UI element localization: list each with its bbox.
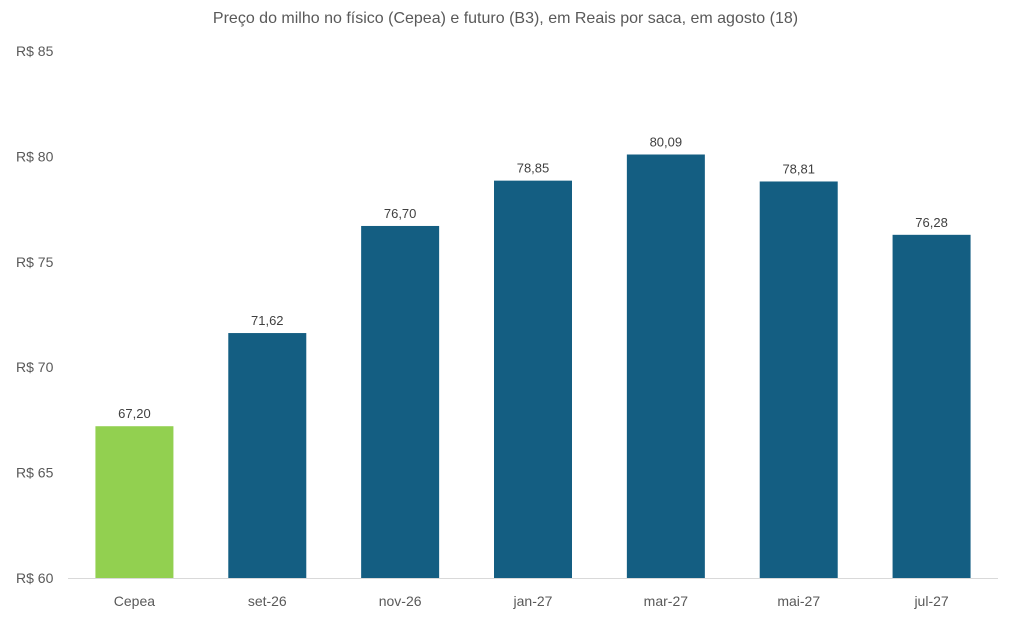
- y-tick-label: R$ 60: [16, 570, 54, 586]
- x-tick-label: set-26: [248, 593, 287, 609]
- x-tick-label: jan-27: [513, 593, 553, 609]
- data-label: 76,28: [915, 215, 948, 230]
- x-tick-label: mai-27: [777, 593, 820, 609]
- y-tick-label: R$ 65: [16, 465, 54, 481]
- bar: [626, 154, 705, 578]
- x-tick-label: jul-27: [913, 593, 948, 609]
- data-label: 78,81: [782, 161, 815, 176]
- data-label: 76,70: [384, 206, 417, 221]
- bar: [228, 333, 307, 578]
- chart-title: Preço do milho no físico (Cepea) e futur…: [212, 10, 799, 27]
- x-tick-label: mar-27: [644, 593, 689, 609]
- data-label: 78,85: [517, 161, 550, 176]
- y-tick-label: R$ 75: [16, 254, 54, 270]
- bar: [759, 181, 838, 578]
- y-tick-label: R$ 70: [16, 359, 54, 375]
- bar: [361, 225, 440, 579]
- data-label: 71,62: [251, 313, 284, 328]
- y-tick-label: R$ 85: [16, 43, 54, 59]
- data-label: 80,09: [650, 135, 683, 150]
- bar: [892, 234, 971, 578]
- x-tick-label: Cepea: [114, 593, 155, 609]
- x-tick-label: nov-26: [379, 593, 422, 609]
- y-tick-label: R$ 80: [16, 148, 54, 164]
- bar: [494, 180, 572, 578]
- data-label: 67,20: [118, 406, 151, 421]
- bar: [95, 426, 174, 578]
